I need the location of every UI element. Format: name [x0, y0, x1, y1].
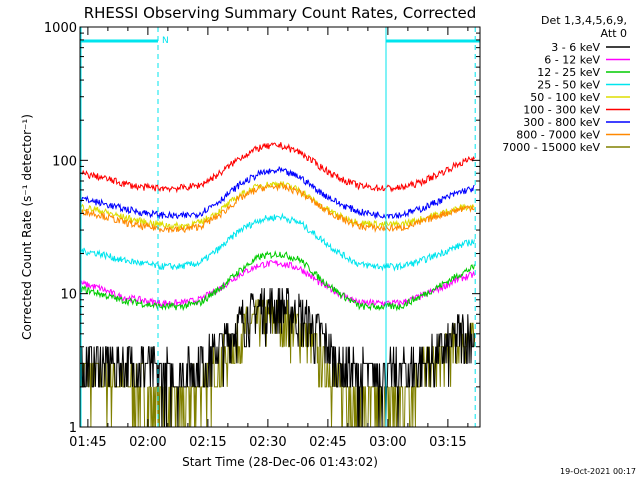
series-line: [79, 212, 475, 272]
legend-label: 12 - 25 keV: [537, 66, 600, 79]
series-line: [79, 165, 475, 220]
x-tick-label: 03:15: [429, 435, 466, 450]
legend-label: 25 - 50 keV: [537, 79, 600, 92]
night-label: N: [162, 36, 169, 46]
x-tick-label: 02:45: [309, 435, 346, 450]
series-line: [79, 182, 475, 234]
series-line: [79, 250, 475, 312]
vertical-markers: [80, 27, 476, 427]
legend-label: 7000 - 15000 keV: [502, 141, 600, 154]
y-axis: 1 10 100 1000: [44, 21, 480, 436]
night-bars: N: [80, 36, 480, 46]
legend-label: 300 - 800 keV: [523, 116, 600, 129]
y-tick-label: 10: [60, 288, 77, 303]
x-tick-label: 02:00: [129, 435, 166, 450]
legend-label: 6 - 12 keV: [544, 54, 600, 67]
x-axis: 01:45 02:00 02:15 02:30 02:45 03:00 03:15: [69, 27, 469, 450]
series-line: [79, 142, 475, 194]
chart-title: RHESSI Observing Summary Count Rates, Co…: [84, 4, 477, 22]
series-line: [79, 259, 475, 308]
y-axis-label: Corrected Count Rate (s⁻¹ detector⁻¹): [20, 114, 34, 340]
x-tick-label: 01:45: [69, 435, 106, 450]
footer-date: 19-Oct-2021 00:17: [560, 467, 636, 476]
x-axis-label: Start Time (28-Dec-06 01:43:02): [182, 455, 378, 469]
legend-label: 800 - 7000 keV: [516, 129, 600, 142]
legend-header-line-1: Det 1,3,4,5,6,9,: [541, 14, 627, 27]
series-line: [79, 180, 475, 232]
plot-frame: [79, 26, 481, 428]
legend-label: 100 - 300 keV: [523, 104, 600, 117]
legend-label: 50 - 100 keV: [530, 91, 600, 104]
x-tick-label: 02:15: [189, 435, 226, 450]
series-line: [80, 288, 475, 428]
legend-label: 3 - 6 keV: [551, 41, 600, 54]
series-layer: [79, 142, 476, 428]
x-tick-label: 03:00: [369, 435, 406, 450]
y-tick-label: 100: [52, 154, 77, 169]
y-tick-label: 1000: [44, 21, 77, 36]
x-tick-label: 02:30: [249, 435, 286, 450]
y-tick-label: 1: [69, 421, 77, 436]
legend-header-line-2: Att 0: [601, 27, 627, 40]
